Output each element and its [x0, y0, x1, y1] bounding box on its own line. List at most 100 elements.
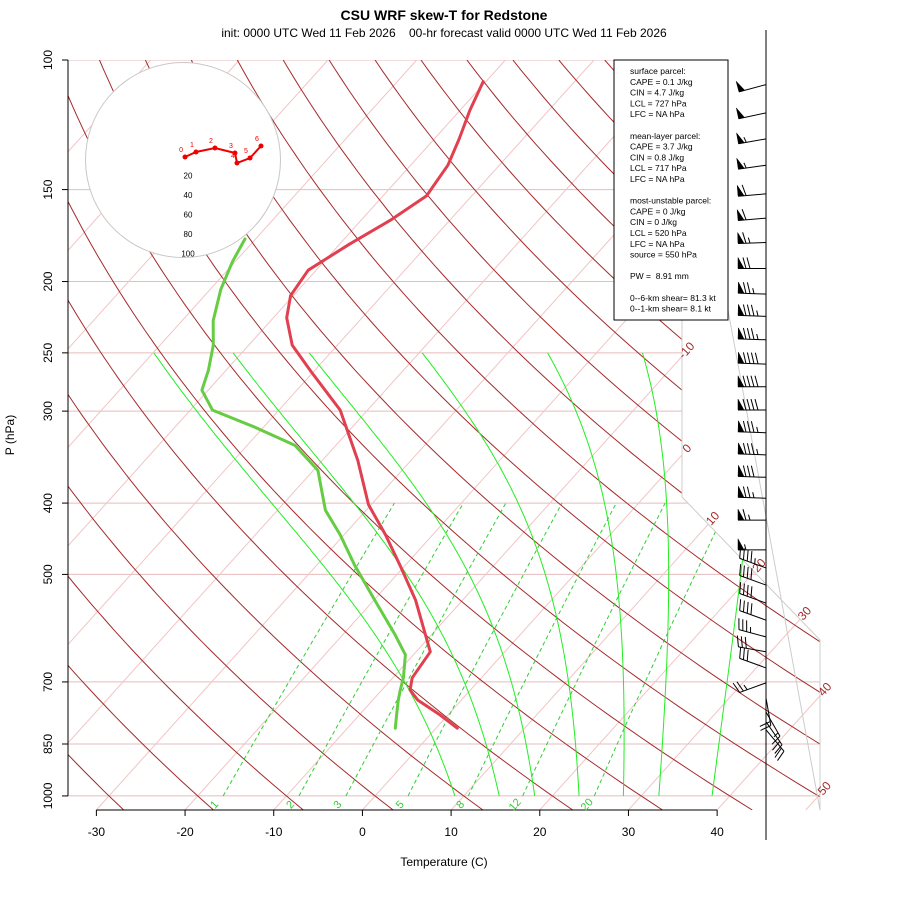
hodograph-ring — [85, 62, 281, 258]
dry-adiabat — [466, 60, 820, 810]
hodograph-ring-label: 20 — [184, 172, 193, 181]
barb-half-feather — [743, 684, 748, 690]
barb-feather — [739, 546, 742, 559]
x-tick-label: 20 — [533, 825, 547, 839]
barb-feather — [759, 721, 771, 727]
barb-staff — [739, 657, 767, 669]
hodograph-point — [182, 154, 188, 160]
barb-feather — [746, 486, 751, 498]
barb-feather — [750, 465, 755, 477]
info-box — [613, 59, 729, 321]
barb-feather — [754, 398, 759, 411]
parcel-info-line: most-unstable parcel: — [630, 196, 711, 206]
dry-adiabat — [68, 60, 304, 810]
barb-staff — [765, 721, 783, 746]
wind-barb — [739, 564, 767, 586]
x-tick-label: -30 — [88, 825, 106, 839]
barb-pennant — [737, 352, 745, 364]
barb-half-feather — [743, 137, 747, 143]
barb-feather — [732, 682, 741, 693]
barb-half-feather — [773, 732, 779, 738]
isotherm — [273, 60, 820, 810]
barb-feather — [742, 398, 747, 411]
barb-staff — [765, 729, 785, 752]
barb-feather — [739, 599, 742, 611]
barb-half-feather — [752, 287, 755, 294]
barb-half-feather — [752, 492, 755, 498]
barb-feather — [750, 304, 755, 317]
barb-feather — [750, 352, 755, 364]
hodograph-height-label: 4 — [231, 153, 235, 160]
isotherm — [68, 60, 506, 810]
barb-pennant — [737, 465, 745, 477]
barb-feather — [742, 282, 747, 294]
parcel-info-line: LFC = NA hPa — [630, 239, 685, 249]
wind-barb — [738, 618, 767, 638]
isotherm — [68, 60, 418, 810]
moist-adiabat — [421, 352, 580, 796]
dry-adiabat — [282, 60, 820, 810]
hodograph-ring-label: 60 — [184, 211, 193, 220]
barb-pennant — [736, 158, 745, 170]
wind-barb — [736, 158, 767, 170]
wind-barb — [737, 442, 767, 456]
parcel-info-line: CAPE = 3.7 J/kg — [630, 142, 693, 152]
wind-barb — [736, 184, 767, 197]
parcel-info-line: 0--6-km shear= 81.3 kt — [630, 293, 716, 303]
wind-barb — [737, 398, 766, 411]
dry-adiabat — [68, 60, 394, 810]
wind-barb — [737, 232, 767, 244]
barb-feather — [750, 443, 755, 455]
temperature-profile — [285, 80, 485, 730]
x-tick-label: 40 — [710, 825, 724, 839]
barb-feather — [750, 398, 755, 411]
x-tick-label: 10 — [444, 825, 458, 839]
barb-feather — [744, 636, 747, 649]
dewpoint-profile — [200, 237, 407, 730]
dry-adiabat — [68, 60, 214, 810]
barb-feather — [771, 735, 781, 745]
barb-feather — [742, 600, 745, 613]
hodograph-height-label: 0 — [179, 147, 183, 154]
barb-pennant — [735, 81, 746, 93]
isotherm — [68, 60, 595, 810]
barb-staff — [765, 697, 772, 726]
barb-feather — [736, 635, 739, 647]
parcel-info-line: surface parcel: — [630, 66, 686, 76]
hodograph: 20 40 60 80 100 01 2 3 4 56 — [85, 62, 281, 259]
y-tick-label: 1000 — [41, 782, 55, 809]
barb-feather — [741, 184, 747, 196]
barb-pennant — [737, 281, 745, 294]
barb-feather — [742, 304, 747, 316]
barb-pennant — [737, 304, 745, 316]
barb-feather — [746, 257, 751, 269]
barb-pennant — [737, 257, 745, 269]
y-tick-label: 400 — [41, 493, 55, 513]
wind-barb — [736, 635, 767, 653]
dry-adiabat — [236, 60, 820, 810]
y-tick-label: 700 — [41, 672, 55, 692]
parcel-info-line: CIN = 0.8 J/kg — [630, 152, 684, 162]
parcel-info-line: CIN = 0 J/kg — [630, 217, 677, 227]
barb-half-feather — [743, 162, 747, 169]
hodograph-point — [258, 143, 264, 149]
plot-boundary — [681, 59, 821, 811]
barb-staff — [739, 557, 767, 569]
barb-staff — [739, 610, 767, 621]
barb-feather — [746, 304, 751, 316]
barb-feather — [754, 352, 759, 364]
barb-feather — [742, 352, 747, 364]
wind-barb — [737, 375, 766, 388]
wind-barb — [737, 352, 767, 365]
wind-barb — [765, 711, 781, 745]
barb-feather — [774, 744, 783, 754]
y-tick-label: 200 — [41, 271, 55, 291]
barb-feather — [742, 420, 747, 433]
hodograph-point — [234, 160, 240, 166]
barb-pennant — [736, 209, 745, 221]
mixing-ratio-line — [593, 502, 730, 797]
wind-barb — [737, 257, 766, 269]
wind-barb — [736, 208, 767, 222]
